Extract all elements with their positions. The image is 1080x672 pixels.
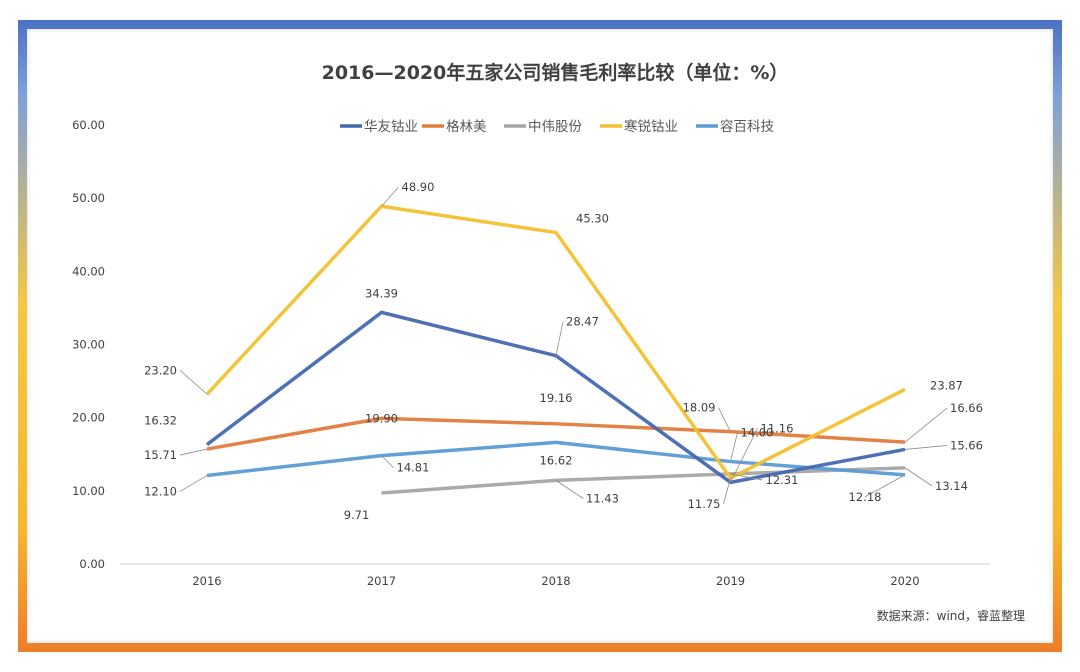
data-label: 16.32 [144, 414, 177, 428]
data-label: 48.90 [402, 180, 435, 194]
series-line [206, 416, 906, 451]
label-leader [904, 467, 933, 487]
data-label: 15.66 [950, 438, 983, 452]
data-label: 9.71 [344, 508, 370, 522]
data-label: 45.30 [576, 212, 609, 226]
label-leader [381, 455, 394, 468]
legend-label: 中伟股份 [528, 119, 582, 135]
label-leader [179, 448, 208, 456]
label-leader [904, 445, 948, 450]
label-leader [730, 432, 738, 462]
data-label: 15.71 [144, 448, 177, 462]
data-label: 23.87 [930, 378, 963, 392]
legend-item[interactable]: 中伟股份 [504, 119, 582, 135]
legend-label: 寒锐钴业 [624, 118, 678, 135]
legend-item[interactable]: 华友钴业 [340, 119, 418, 135]
data-label: 28.47 [566, 315, 599, 329]
legend-item[interactable]: 容百科技 [696, 118, 774, 135]
data-label: 16.62 [540, 453, 573, 467]
chart-title: 2016—2020年五家公司销售毛利率比较（单位：%） [322, 61, 789, 84]
label-leader [179, 369, 208, 395]
y-tick-label: 30.00 [72, 338, 105, 352]
source-note: 数据来源：wind，睿蓝整理 [877, 608, 1025, 623]
chart-frame [18, 20, 1062, 652]
series-line [206, 440, 906, 478]
data-label: 11.75 [688, 497, 721, 511]
data-label: 14.81 [397, 461, 430, 475]
label-leader [723, 477, 731, 505]
label-leader [864, 474, 906, 498]
data-label: 19.90 [365, 411, 398, 425]
data-label: 11.43 [586, 491, 619, 505]
y-tick-label: 0.00 [79, 557, 105, 571]
legend-label: 华友钴业 [364, 119, 418, 135]
label-leader [179, 475, 208, 492]
y-tick-label: 60.00 [72, 118, 105, 132]
label-leader [730, 473, 763, 481]
y-tick-label: 10.00 [72, 484, 105, 498]
label-leader [381, 186, 399, 207]
x-tick-label: 2020 [890, 574, 919, 588]
data-label: 18.09 [683, 401, 716, 415]
data-label: 23.20 [144, 363, 177, 377]
data-label: 34.39 [365, 286, 398, 300]
label-leader [904, 407, 948, 443]
y-tick-label: 20.00 [72, 411, 105, 425]
data-label: 12.31 [766, 473, 799, 487]
data-label: 16.66 [950, 401, 983, 415]
x-tick-label: 2017 [367, 574, 396, 588]
data-label: 12.10 [144, 484, 177, 498]
data-label: 12.18 [849, 490, 882, 504]
y-tick-label: 50.00 [72, 191, 105, 205]
label-leader [555, 321, 564, 356]
y-tick-label: 40.00 [72, 264, 105, 278]
label-leader [718, 407, 731, 432]
x-tick-label: 2019 [716, 574, 745, 588]
legend-label: 容百科技 [720, 118, 774, 135]
x-tick-label: 2018 [541, 574, 570, 588]
legend-label: 格林美 [446, 119, 487, 135]
data-label: 14.00 [741, 426, 774, 440]
data-label: 19.16 [540, 391, 573, 405]
data-label: 13.14 [935, 479, 968, 493]
series-line [205, 204, 906, 480]
chart-panel [27, 29, 1053, 643]
legend-item[interactable]: 格林美 [422, 119, 487, 135]
data-label: 11.16 [761, 421, 794, 435]
label-leader [555, 480, 584, 499]
x-tick-label: 2016 [192, 574, 221, 588]
label-leader [730, 428, 758, 483]
series-line [381, 466, 906, 495]
legend-item[interactable]: 寒锐钴业 [600, 118, 678, 135]
